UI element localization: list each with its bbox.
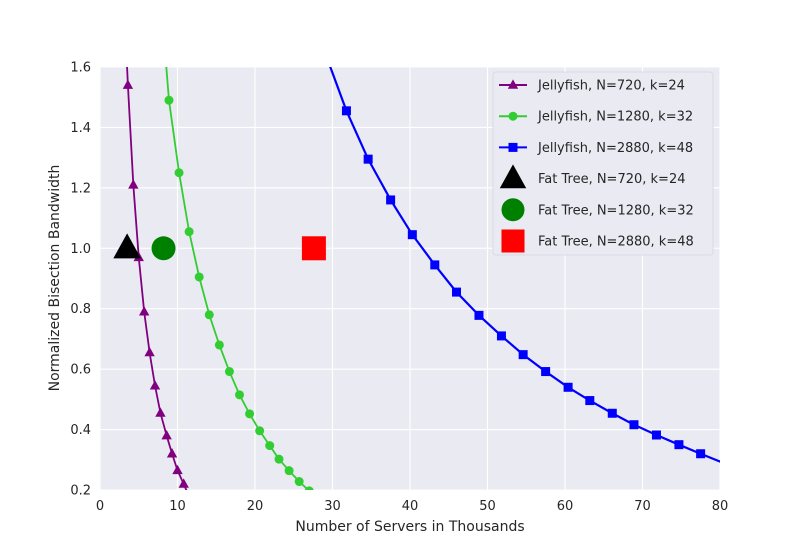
data-point xyxy=(363,154,373,164)
legend-label: Fat Tree, N=720, k=24 xyxy=(538,172,686,187)
legend-item: Jellyfish, N=1280, k=32 xyxy=(499,110,693,125)
data-point xyxy=(224,367,234,377)
data-point xyxy=(235,390,244,400)
x-tick-label: 70 xyxy=(634,499,651,514)
legend-label: Fat Tree, N=2880, k=48 xyxy=(538,235,694,250)
legend: Jellyfish, N=720, k=24 Jellyfish, N=1280,… xyxy=(492,71,714,256)
data-point xyxy=(166,448,178,458)
x-tick-label: 60 xyxy=(557,499,574,514)
data-point xyxy=(184,227,194,237)
data-point xyxy=(430,260,440,270)
y-tick-label: 0.8 xyxy=(70,302,91,317)
data-point xyxy=(149,380,161,390)
data-point xyxy=(245,409,255,419)
data-point xyxy=(265,441,275,451)
data-point xyxy=(585,396,595,406)
data-point xyxy=(674,440,684,450)
legend-item: Jellyfish, N=720, k=24 xyxy=(499,79,685,94)
data-point xyxy=(204,310,214,320)
data-point xyxy=(122,79,134,89)
y-tick-label: 0.6 xyxy=(70,363,91,378)
y-tick-label: 1.0 xyxy=(70,242,91,257)
data-point xyxy=(155,407,166,417)
data-point xyxy=(284,466,294,476)
data-point xyxy=(172,464,183,475)
y-tick-label: 1.2 xyxy=(70,181,91,196)
data-point xyxy=(651,430,661,440)
legend-marker xyxy=(507,79,519,89)
series-3 xyxy=(329,67,720,463)
data-point xyxy=(214,340,224,350)
x-axis-label: Number of Servers in Thousands xyxy=(295,519,524,535)
data-point xyxy=(496,331,506,341)
data-point xyxy=(194,272,204,282)
legend-label: Jellyfish, N=720, k=24 xyxy=(537,79,685,94)
series-2 xyxy=(164,67,314,490)
data-point xyxy=(144,346,155,357)
legend-marker xyxy=(508,111,518,121)
data-point xyxy=(541,367,551,377)
data-point xyxy=(255,426,265,436)
data-point xyxy=(407,230,417,240)
data-point xyxy=(294,477,304,487)
data-point xyxy=(151,236,176,261)
data-point xyxy=(607,408,617,418)
x-tick-label: 10 xyxy=(169,499,186,514)
data-point xyxy=(274,454,284,464)
data-point xyxy=(474,310,484,320)
x-tick-label: 30 xyxy=(324,499,341,514)
data-point xyxy=(178,478,189,488)
data-point xyxy=(518,350,528,360)
data-point xyxy=(128,179,139,189)
data-point xyxy=(301,236,326,261)
data-point xyxy=(452,287,461,297)
x-tick-label: 40 xyxy=(402,499,419,514)
y-tick-label: 0.2 xyxy=(70,484,91,499)
data-point xyxy=(386,195,396,205)
legend-item: Jellyfish, N=2880, k=48 xyxy=(499,141,693,156)
y-tick-label: 0.4 xyxy=(70,423,91,438)
data-point xyxy=(304,486,314,490)
legend-box xyxy=(492,71,714,256)
legend-label: Jellyfish, N=2880, k=48 xyxy=(537,141,693,156)
x-tick-label: 50 xyxy=(479,499,496,514)
series-1 xyxy=(122,67,189,490)
legend-marker xyxy=(499,164,527,189)
series-5 xyxy=(151,236,176,261)
legend-marker xyxy=(501,229,525,253)
legend-label: Fat Tree, N=1280, k=32 xyxy=(538,203,694,218)
x-tick-label: 80 xyxy=(712,499,729,514)
series-6 xyxy=(301,236,326,261)
y-tick-label: 1.4 xyxy=(70,121,91,136)
series-4 xyxy=(113,233,141,259)
legend-item: Fat Tree, N=1280, k=32 xyxy=(501,198,694,222)
legend-marker xyxy=(501,198,525,222)
data-point xyxy=(161,430,172,440)
legend-item: Fat Tree, N=720, k=24 xyxy=(499,164,686,189)
legend-label: Jellyfish, N=1280, k=32 xyxy=(537,110,693,125)
legend-marker xyxy=(508,142,518,152)
data-point xyxy=(113,233,141,259)
data-point xyxy=(563,382,573,392)
data-point xyxy=(164,95,174,105)
data-point xyxy=(629,420,639,430)
y-tick-label: 1.6 xyxy=(70,61,91,76)
data-point xyxy=(139,306,150,316)
data-point xyxy=(696,449,706,459)
y-axis-label: Normalized Bisection Bandwidth xyxy=(47,165,63,392)
data-point xyxy=(174,168,184,178)
x-tick-label: 0 xyxy=(96,499,104,514)
data-point xyxy=(341,106,351,116)
x-tick-label: 20 xyxy=(247,499,264,514)
legend-item: Fat Tree, N=2880, k=48 xyxy=(501,229,694,253)
